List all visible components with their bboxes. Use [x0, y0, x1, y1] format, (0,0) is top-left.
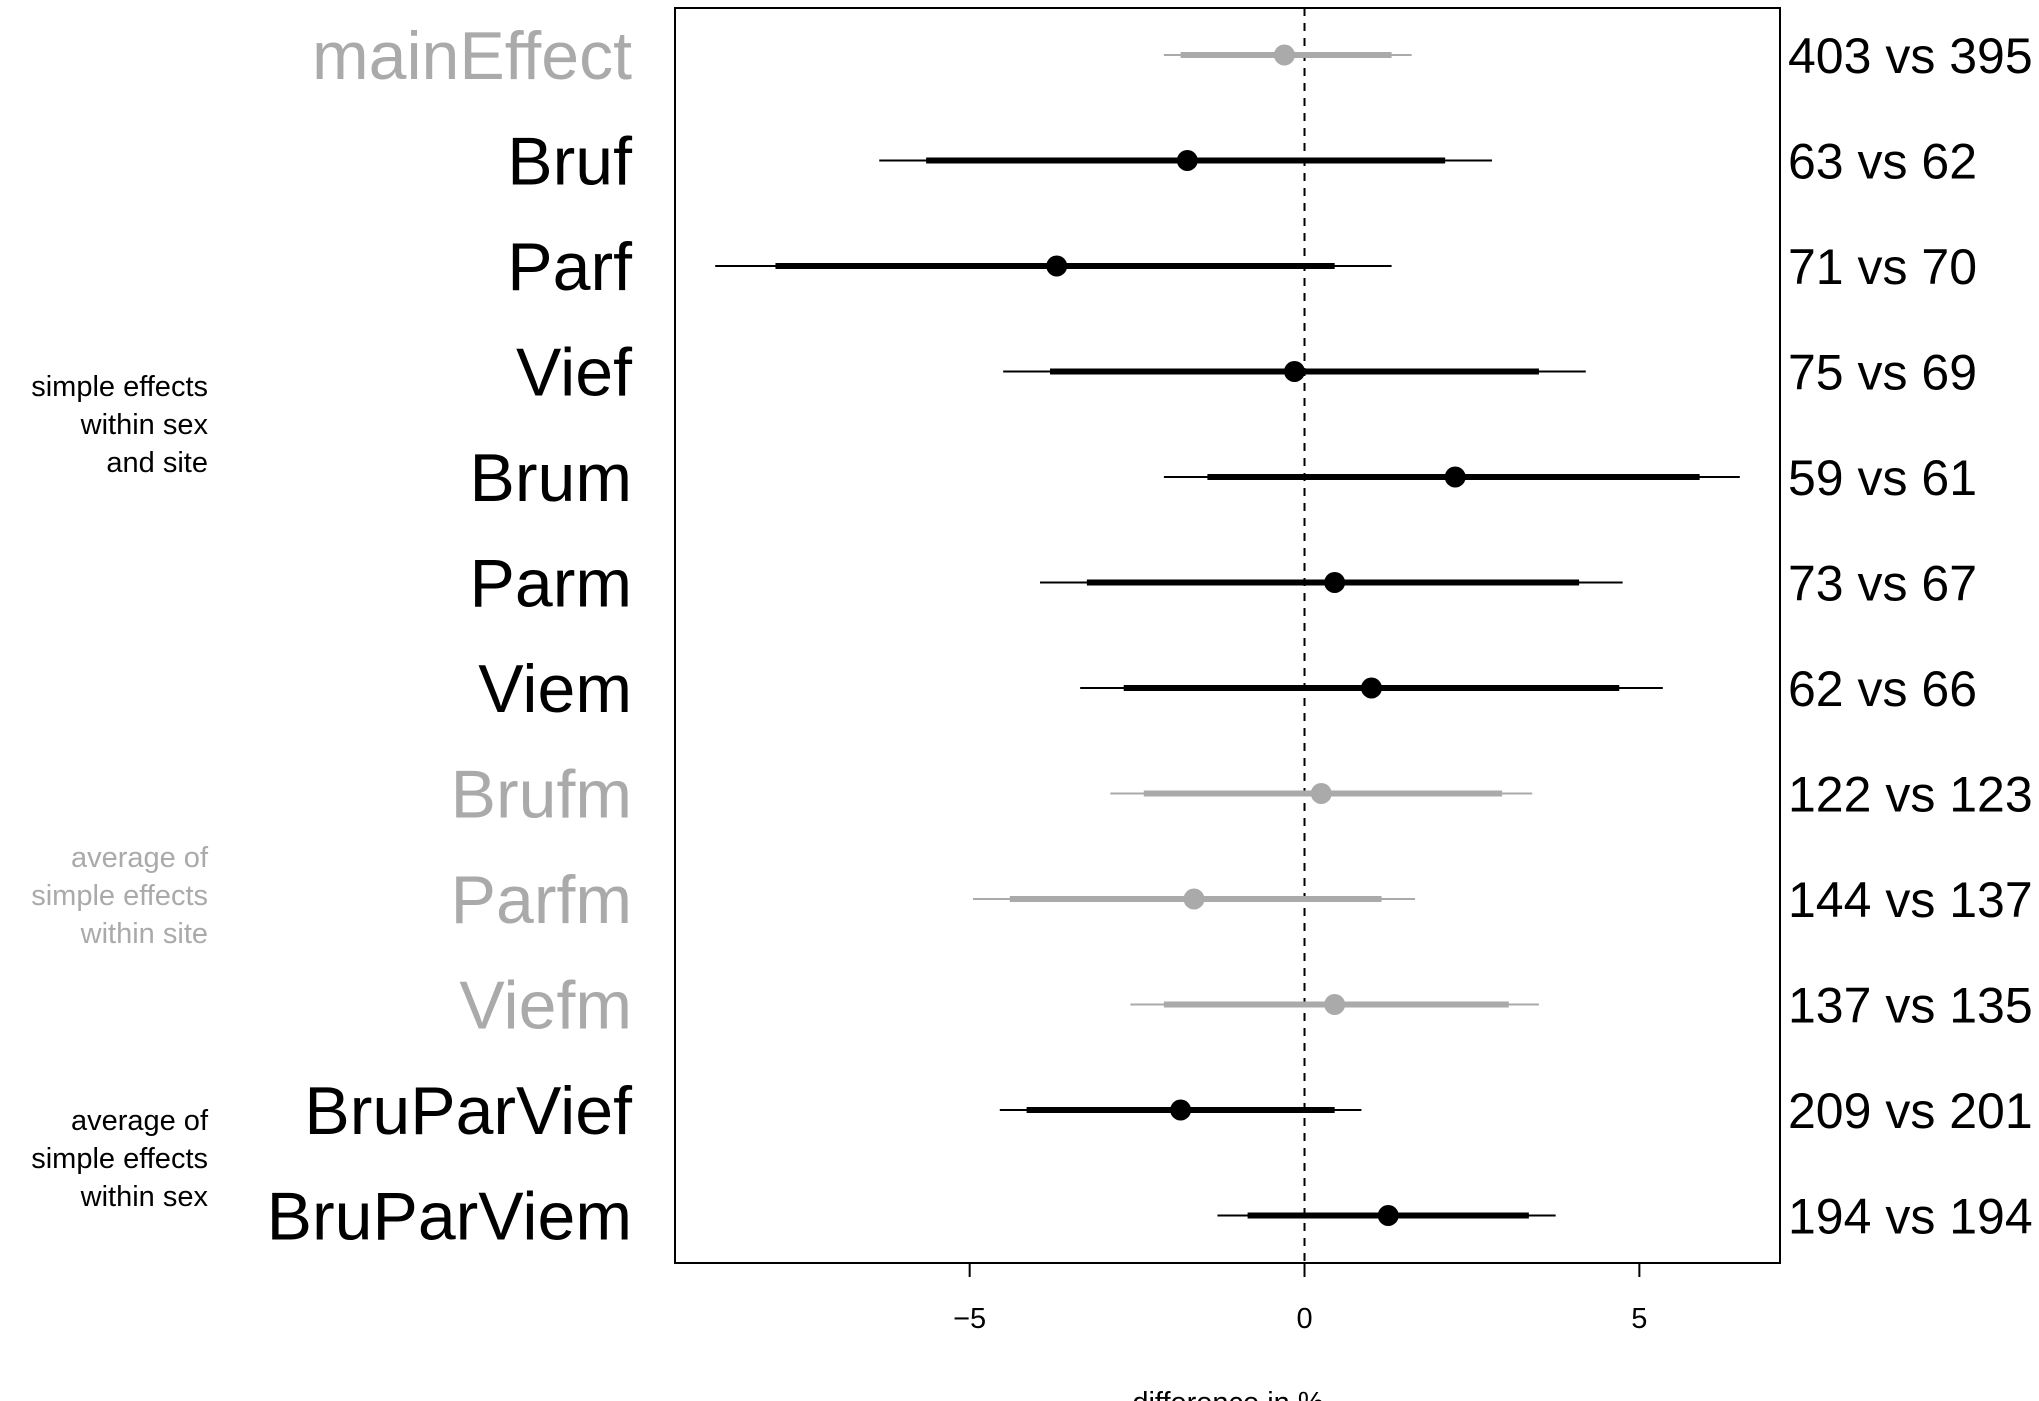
x-tick-label: −5 — [953, 1303, 986, 1335]
row-Viem: Viem 62 vs 66 — [478, 651, 1977, 727]
row-label: Parf — [507, 229, 632, 305]
row-Viefm: Viefm 137 vs 135 — [459, 968, 2032, 1044]
group-label-line: simple effects — [31, 1143, 208, 1175]
plot-frame — [674, 7, 1781, 1264]
row-Bruf: Bruf 63 vs 62 — [507, 124, 1977, 200]
row-label: Viefm — [459, 968, 632, 1044]
count-label: 194 vs 194 — [1788, 1189, 2033, 1245]
count-label: 75 vs 69 — [1788, 345, 1977, 401]
row-Parf: Parf 71 vs 70 — [507, 229, 1977, 305]
row-label: BruParViem — [267, 1179, 632, 1255]
x-tick-label: 5 — [1631, 1303, 1647, 1335]
group-label-line: within sex — [80, 409, 209, 441]
row-label: BruParVief — [304, 1073, 632, 1149]
group-label-line: within sex — [80, 1181, 209, 1213]
group-label-line: simple effects — [31, 880, 208, 912]
group-label-line: simple effects — [31, 371, 208, 403]
row-label: mainEffect — [312, 18, 632, 94]
estimate-point — [1324, 572, 1346, 593]
row-label: Bruf — [507, 124, 632, 200]
row-Brum: Brum 59 vs 61 — [470, 440, 1977, 516]
group-label-line: average of — [71, 1105, 209, 1137]
row-label: Parm — [470, 546, 632, 622]
estimate-point — [1273, 44, 1295, 66]
rows: mainEffect 403 vs 395 Bruf 63 vs 62 Parf 71 v… — [267, 18, 2033, 1255]
count-label: 73 vs 67 — [1788, 556, 1977, 612]
row-label: Brufm — [451, 757, 632, 833]
row-BruParViem: BruParViem 194 vs 194 — [267, 1179, 2033, 1255]
row-label: Brum — [470, 440, 632, 516]
x-axis: −5 0 5 — [953, 1263, 1647, 1335]
group-label-line: average of — [71, 842, 209, 874]
estimate-point — [1377, 1205, 1399, 1226]
estimate-point — [1046, 255, 1068, 277]
row-BruParVief: BruParVief 209 vs 201 — [304, 1073, 2032, 1149]
count-label: 144 vs 137 — [1788, 872, 2033, 928]
row-Brufm: Brufm 122 vs 123 — [451, 757, 2033, 833]
x-tick-label: 0 — [1296, 1303, 1312, 1335]
row-Parm: Parm 73 vs 67 — [470, 546, 1977, 622]
group-label-line: within site — [80, 918, 208, 950]
row-mainEffect: mainEffect 403 vs 395 — [312, 18, 2033, 94]
count-label: 59 vs 61 — [1788, 450, 1977, 506]
row-Vief: Vief 75 vs 69 — [516, 335, 1977, 411]
estimate-point — [1176, 150, 1198, 171]
estimate-point — [1360, 677, 1382, 699]
count-label: 209 vs 201 — [1788, 1083, 2033, 1139]
group-label-line: and site — [106, 447, 208, 479]
count-label: 122 vs 123 — [1788, 767, 2033, 823]
row-label: Parfm — [451, 862, 632, 938]
count-label: 137 vs 135 — [1788, 978, 2033, 1034]
row-label: Viem — [478, 651, 632, 727]
estimate-point — [1283, 361, 1305, 382]
estimate-point — [1183, 888, 1205, 910]
estimate-point — [1170, 1099, 1192, 1121]
count-label: 71 vs 70 — [1788, 239, 1977, 295]
count-label: 403 vs 395 — [1788, 28, 2033, 84]
row-Parfm: Parfm 144 vs 137 — [451, 862, 2033, 938]
group-labels: simple effects within sex and site average … — [31, 371, 209, 1213]
estimate-point — [1310, 783, 1332, 804]
row-label: Vief — [516, 335, 632, 411]
count-label: 62 vs 66 — [1788, 661, 1977, 717]
count-label: 63 vs 62 — [1788, 134, 1977, 190]
estimate-point — [1444, 466, 1466, 488]
x-axis-title: difference in % — [1132, 1387, 1323, 1401]
estimate-point — [1324, 994, 1346, 1015]
